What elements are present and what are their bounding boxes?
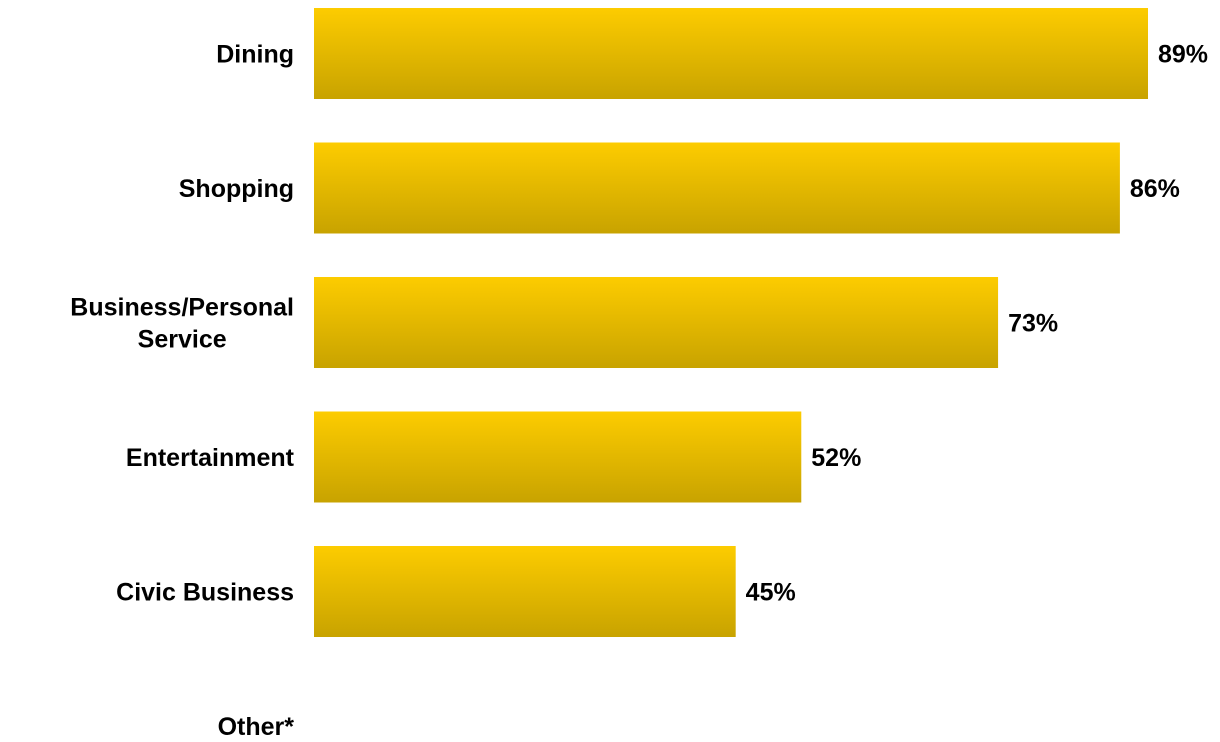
value-label-3: 52% xyxy=(811,444,861,472)
category-label-2: Business/Personal Service xyxy=(70,294,294,354)
category-label-3: Entertainment xyxy=(126,444,295,472)
bar-3 xyxy=(314,411,802,503)
category-label-5: Other* xyxy=(218,713,295,741)
category-label-0: Dining xyxy=(216,41,294,69)
value-labels-layer: 89% 86% 73% 52% 45% xyxy=(746,41,1208,607)
category-label-line: Entertainment xyxy=(126,444,295,472)
bar-4 xyxy=(314,546,736,637)
category-label-line: Civic Business xyxy=(116,579,294,607)
category-label-line: Service xyxy=(138,326,227,354)
category-label-line: Other* xyxy=(218,713,295,741)
value-label-2: 73% xyxy=(1008,310,1058,338)
category-label-1: Shopping xyxy=(179,175,294,203)
category-label-4: Civic Business xyxy=(116,579,294,607)
category-label-line: Business/Personal xyxy=(70,294,294,322)
value-label-1: 86% xyxy=(1130,175,1180,203)
category-label-line: Dining xyxy=(216,41,294,69)
bar-0 xyxy=(314,8,1148,99)
value-label-0: 89% xyxy=(1158,41,1208,69)
category-label-line: Shopping xyxy=(179,175,294,203)
bars-layer xyxy=(314,8,1148,637)
value-label-4: 45% xyxy=(746,579,796,607)
category-labels-layer: Dining Shopping Business/Personal Service En… xyxy=(70,41,294,742)
bar-1 xyxy=(314,142,1120,234)
bar-2 xyxy=(314,277,999,368)
